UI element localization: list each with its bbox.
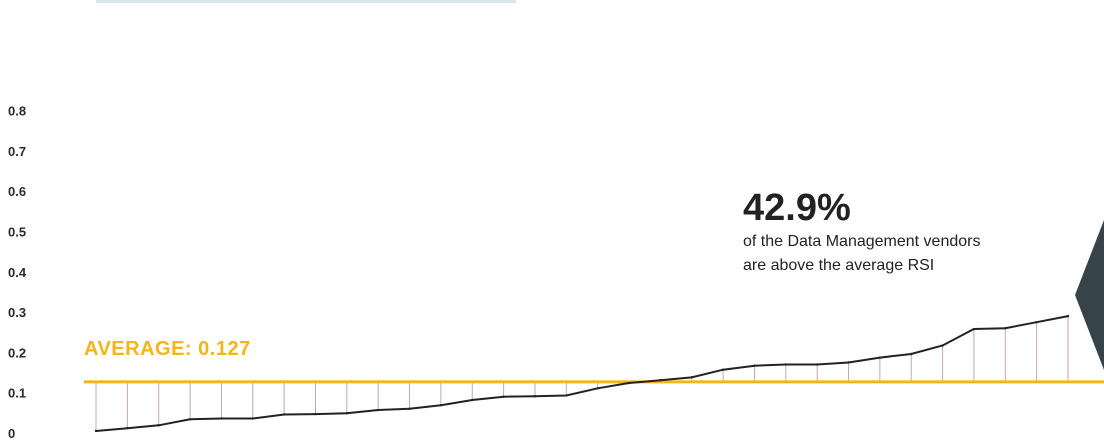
y-tick-label: 0.4: [8, 265, 27, 280]
data-point: [376, 408, 380, 412]
data-point: [1004, 327, 1007, 330]
data-point: [878, 356, 882, 359]
y-tick-label: 0.5: [8, 225, 26, 240]
data-point: [282, 413, 286, 416]
callout-line-2: are above the average RSI: [743, 257, 935, 274]
data-point: [784, 363, 788, 366]
data-point: [753, 364, 756, 367]
data-point: [533, 395, 537, 398]
data-point: [815, 363, 819, 366]
data-points: [94, 314, 1070, 433]
y-tick-label: 0.3: [8, 305, 26, 320]
data-point: [188, 418, 192, 421]
data-point: [659, 379, 662, 382]
data-point: [847, 361, 850, 364]
data-point: [251, 417, 254, 420]
data-point: [1035, 320, 1038, 324]
data-point: [94, 429, 98, 433]
data-point: [439, 403, 443, 407]
data-point: [910, 352, 913, 356]
callout-percent: 42.9%: [743, 187, 851, 229]
title-strip-decoration: [96, 0, 516, 3]
y-tick-label: 0: [8, 426, 15, 441]
y-tick-label: 0.2: [8, 345, 26, 360]
data-point: [627, 381, 631, 385]
average-label: AVERAGE: 0.127: [84, 338, 251, 360]
data-point: [471, 398, 474, 402]
y-axis: 0.8 0.7 0.6 0.5 0.4 0.3 0.2 0.1 0: [8, 104, 27, 441]
data-point: [314, 412, 317, 416]
drop-lines: [95, 316, 1069, 431]
data-point: [345, 412, 349, 415]
data-point: [690, 376, 693, 379]
data-point: [941, 344, 944, 347]
data-point: [972, 327, 976, 331]
data-point: [721, 368, 725, 371]
data-point: [596, 387, 599, 390]
data-point: [1066, 314, 1070, 318]
callout-box: 42.9% of the Data Management vendors are…: [743, 186, 1063, 278]
data-point: [126, 426, 129, 430]
data-point: [220, 417, 223, 420]
y-tick-label: 0.7: [8, 144, 26, 159]
data-point: [502, 395, 505, 398]
data-point: [408, 407, 411, 411]
callout-line-1: of the Data Management vendors: [743, 233, 981, 250]
y-tick-label: 0.1: [8, 386, 26, 401]
y-tick-label: 0.6: [8, 184, 26, 199]
data-point: [565, 394, 568, 397]
y-tick-label: 0.8: [8, 104, 26, 119]
callout-marker: [1075, 220, 1104, 370]
rsi-curve-line: [95, 315, 1069, 432]
data-point: [157, 424, 160, 427]
callout-description: of the Data Management vendors are above…: [743, 230, 1063, 278]
